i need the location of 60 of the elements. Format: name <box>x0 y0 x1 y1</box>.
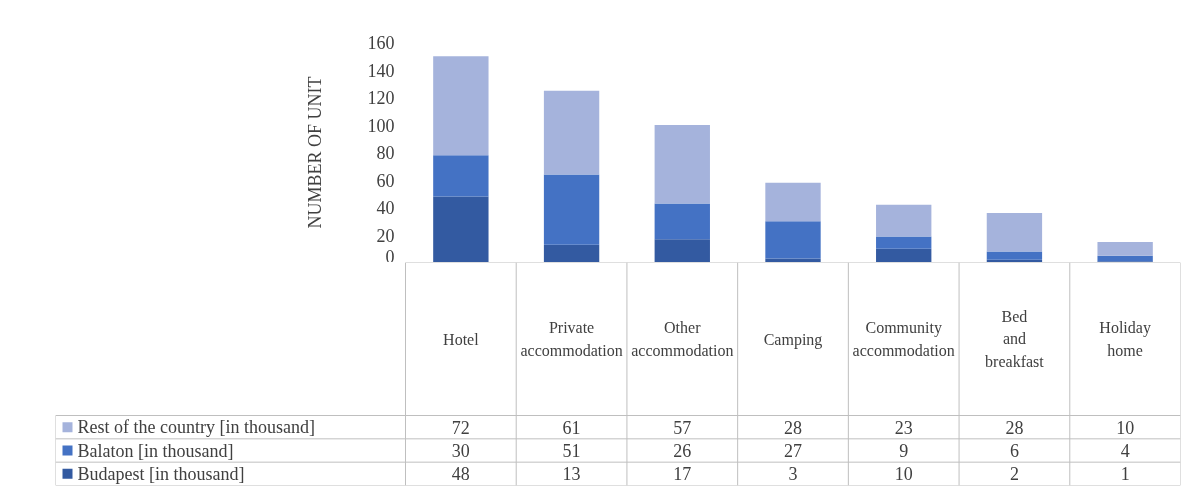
data-label: 61 <box>562 417 581 438</box>
bar <box>543 244 600 262</box>
data-label: 57 <box>673 417 692 438</box>
data-label: 28 <box>1005 417 1024 438</box>
data-label: 13 <box>562 464 581 485</box>
y-tick-label: 40 <box>376 198 395 218</box>
x-tick-label: Hotel <box>443 330 480 348</box>
data-label: 9 <box>899 441 909 461</box>
bar <box>986 251 1043 260</box>
y-tick-label: 0 <box>385 246 395 267</box>
bar <box>543 174 600 245</box>
legend-label: Balaton [in thousand] <box>77 440 234 461</box>
data-label: 48 <box>451 464 470 485</box>
data-label: 4 <box>1120 441 1130 461</box>
bar <box>433 56 489 156</box>
y-tick-label: 20 <box>376 225 395 246</box>
data-label: 10 <box>894 464 913 485</box>
y-tick-label: 140 <box>367 60 395 81</box>
data-label: 27 <box>784 441 802 461</box>
data-label: 17 <box>673 464 692 485</box>
x-tick-label: Private accommodation <box>520 319 623 359</box>
y-tick-label: 80 <box>376 143 395 163</box>
bar <box>543 90 600 175</box>
x-tick-label: Community accommodation <box>852 319 955 359</box>
data-label: 10 <box>1116 417 1135 438</box>
bar <box>765 258 821 262</box>
bar <box>433 196 489 262</box>
y-tick-label: 160 <box>367 33 395 53</box>
y-tick-label: 120 <box>367 88 395 108</box>
bar <box>876 248 932 262</box>
bar <box>654 125 710 204</box>
x-tick-label: Other accommodation <box>631 319 734 359</box>
bar <box>765 182 821 222</box>
data-label: 72 <box>451 417 470 438</box>
data-label: 30 <box>451 441 470 461</box>
x-tick-label: Holiday home <box>1099 319 1151 359</box>
y-axis-title: NUMBER OF UNIT <box>304 76 325 229</box>
bar <box>1097 241 1153 256</box>
data-label: 3 <box>788 464 798 485</box>
data-label: 2 <box>1009 464 1019 485</box>
bar <box>876 204 932 237</box>
bar <box>876 236 932 249</box>
bar <box>1097 255 1153 262</box>
data-label: 51 <box>562 441 581 461</box>
data-label: 26 <box>673 441 692 461</box>
data-label: 23 <box>894 417 913 438</box>
data-label: 28 <box>784 417 802 438</box>
bar <box>433 155 489 197</box>
legend-label: Budapest [in thousand] <box>77 463 245 484</box>
bar <box>765 221 821 259</box>
data-label: 1 <box>1120 464 1130 485</box>
y-tick-label: 100 <box>367 115 395 136</box>
data-label: 6 <box>1009 441 1019 461</box>
bar <box>654 239 710 262</box>
y-tick-label: 60 <box>376 170 395 191</box>
x-tick-label: Camping <box>763 330 823 349</box>
bar <box>986 213 1043 252</box>
bar <box>654 203 710 240</box>
legend-label: Rest of the country [in thousand] <box>77 417 315 438</box>
x-tick-label: Bed and breakfast <box>985 308 1045 370</box>
